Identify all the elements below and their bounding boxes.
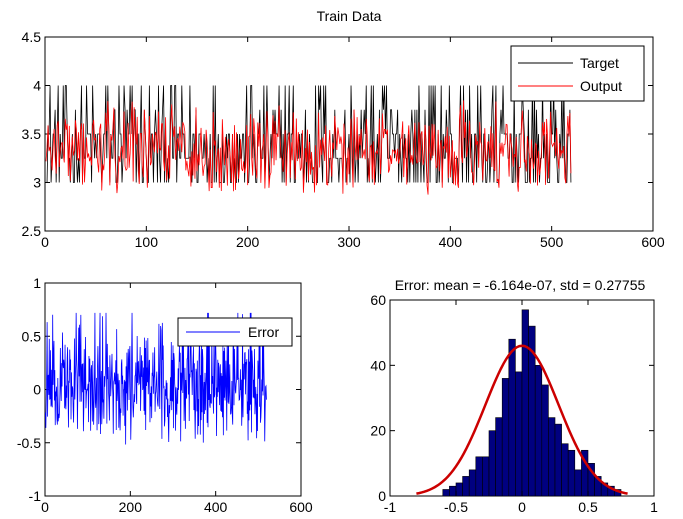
legend-output-label: Output bbox=[580, 78, 622, 94]
train-data-xtick-label: 200 bbox=[236, 234, 260, 250]
histogram-bar bbox=[521, 309, 529, 497]
error-line bbox=[45, 312, 267, 445]
train-data-xtick-label: 600 bbox=[641, 234, 665, 250]
histogram-bar bbox=[468, 469, 477, 497]
train-data-ytick-label: 2.5 bbox=[22, 223, 42, 239]
error-ticks: 0 200 400 600 -1 -0.5 0 0.5 1 bbox=[17, 275, 313, 515]
legend-error-label: Error bbox=[248, 324, 279, 340]
train-data-xtick-label: 100 bbox=[135, 234, 159, 250]
histogram-xtick-label: -0.5 bbox=[444, 499, 468, 515]
histogram-bar bbox=[561, 443, 569, 497]
error-xtick-label: 400 bbox=[204, 499, 228, 515]
error-ytick-label: 1 bbox=[33, 275, 41, 291]
normal-fit-curve bbox=[416, 344, 628, 495]
error-xtick-label: 200 bbox=[119, 499, 143, 515]
error-ytick-label: -1 bbox=[29, 488, 42, 504]
train-data-title: Train Data bbox=[317, 8, 382, 24]
histogram-bar bbox=[574, 469, 582, 497]
histogram-bar bbox=[475, 456, 483, 497]
histogram-ytick-label: 0 bbox=[378, 488, 386, 504]
train-data-legend-box bbox=[510, 45, 645, 102]
train-data-xtick-label: 0 bbox=[41, 234, 49, 250]
error-xtick-label: 0 bbox=[41, 499, 49, 515]
error-ytick-label: 0 bbox=[33, 382, 41, 398]
train-data-ytick-label: 3 bbox=[33, 175, 41, 191]
histogram-bar bbox=[455, 482, 463, 497]
train-data-xtick-label: 300 bbox=[337, 234, 361, 250]
series-output bbox=[45, 100, 572, 195]
histogram-bar bbox=[534, 365, 543, 497]
histogram-bar bbox=[541, 384, 549, 497]
histogram-bar bbox=[462, 476, 470, 497]
histogram-bar bbox=[548, 417, 556, 497]
histogram-bar bbox=[449, 485, 457, 497]
histogram-bar bbox=[482, 456, 490, 497]
train-data-axes: Train Data 0 100 200 300 400 500 600 2.5 3 3.5 4 4.… bbox=[22, 8, 665, 250]
histogram-bar bbox=[508, 338, 516, 497]
histogram-ytick-label: 60 bbox=[370, 292, 386, 308]
histogram-bar bbox=[554, 423, 562, 497]
histogram-xtick-label: 1 bbox=[650, 499, 658, 515]
histogram-ytick-label: 20 bbox=[370, 423, 386, 439]
histogram-xtick-label: 0.5 bbox=[578, 499, 598, 515]
histogram-xtick-label: 0 bbox=[518, 499, 526, 515]
histogram-bar bbox=[501, 378, 510, 497]
legend-target-label: Target bbox=[580, 55, 619, 71]
train-data-xtick-label: 400 bbox=[439, 234, 463, 250]
error-ytick-label: -0.5 bbox=[17, 435, 41, 451]
train-data-legend: Target Output bbox=[510, 45, 645, 102]
train-data-ytick-label: 3.5 bbox=[22, 126, 42, 142]
histogram-ytick-label: 40 bbox=[370, 357, 386, 373]
train-data-ytick-label: 4.5 bbox=[22, 29, 42, 45]
error-legend: Error bbox=[177, 317, 293, 347]
histogram-xtick-label: -1 bbox=[384, 499, 397, 515]
series-error bbox=[45, 312, 267, 445]
histogram-bars bbox=[442, 309, 622, 497]
train-data-ytick-label: 4 bbox=[33, 78, 41, 94]
train-data-ticks: 0 100 200 300 400 500 600 2.5 3 3.5 4 4.5 bbox=[22, 29, 665, 250]
error-ytick-label: 0.5 bbox=[22, 328, 42, 344]
normal-fit-line bbox=[416, 344, 628, 495]
output-line bbox=[45, 100, 572, 195]
histogram-bar bbox=[495, 417, 503, 497]
histogram-bar bbox=[567, 449, 576, 497]
histogram-ticks: -1 -0.5 0 0.5 1 0 20 40 60 bbox=[370, 292, 658, 515]
train-data-xtick-label: 500 bbox=[540, 234, 564, 250]
histogram-bar bbox=[488, 430, 496, 497]
histogram-bar bbox=[442, 489, 450, 497]
histogram-title: Error: mean = -6.164e-07, std = 0.27755 bbox=[395, 277, 646, 293]
histogram-bar bbox=[515, 371, 523, 497]
histogram-axes: Error: mean = -6.164e-07, std = 0.27755 … bbox=[370, 277, 658, 515]
error-xtick-label: 600 bbox=[289, 499, 313, 515]
